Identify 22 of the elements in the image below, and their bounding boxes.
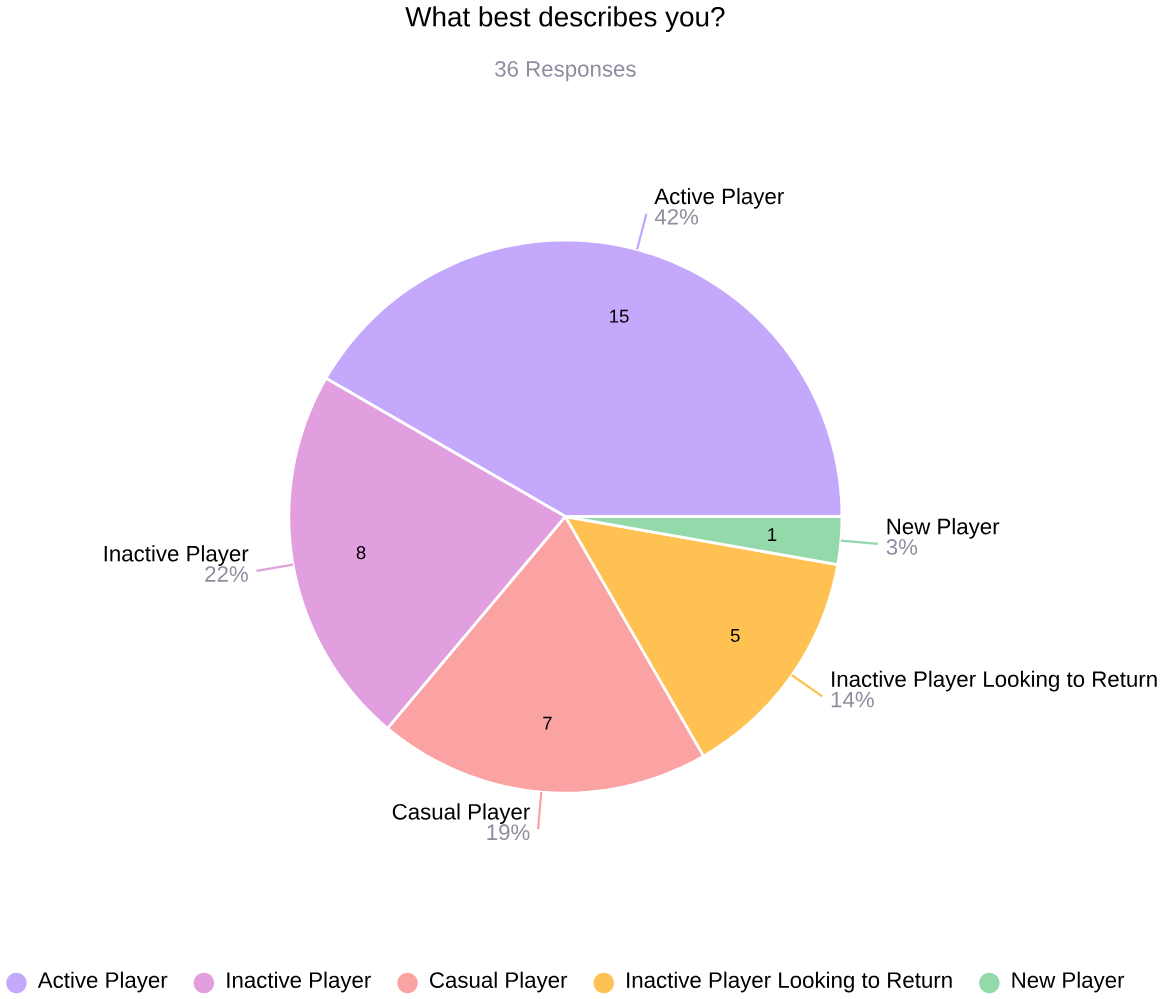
legend-label: Inactive Player Looking to Return [627, 971, 952, 993]
slice-label: Inactive Player Looking to Return [832, 670, 1157, 692]
text: 14% [831, 691, 874, 708]
chart-subtitle: 36 Responses [495, 60, 636, 81]
data-label: 7 [543, 716, 552, 730]
data-label: 5 [730, 628, 740, 642]
data-label: 1 [768, 527, 777, 541]
legend-label: New Player [1012, 971, 1125, 993]
slice-label: Inactive Player [104, 544, 249, 566]
slice-label: New Player [887, 517, 1000, 539]
text: 42% [654, 208, 699, 225]
legend-label: Inactive Player [227, 971, 371, 993]
slice-label: Casual Player [392, 803, 530, 824]
legend-label: Casual Player [430, 971, 568, 993]
text: 19% [487, 824, 530, 840]
slice-label: Active Player [654, 187, 784, 209]
legend-label: Active Player [37, 971, 168, 993]
data-label: 8 [356, 545, 366, 559]
text: 22% [205, 565, 248, 582]
text: 3% [886, 538, 918, 555]
chart-title: What best describes you? [405, 5, 725, 32]
data-label: 15 [610, 309, 629, 323]
